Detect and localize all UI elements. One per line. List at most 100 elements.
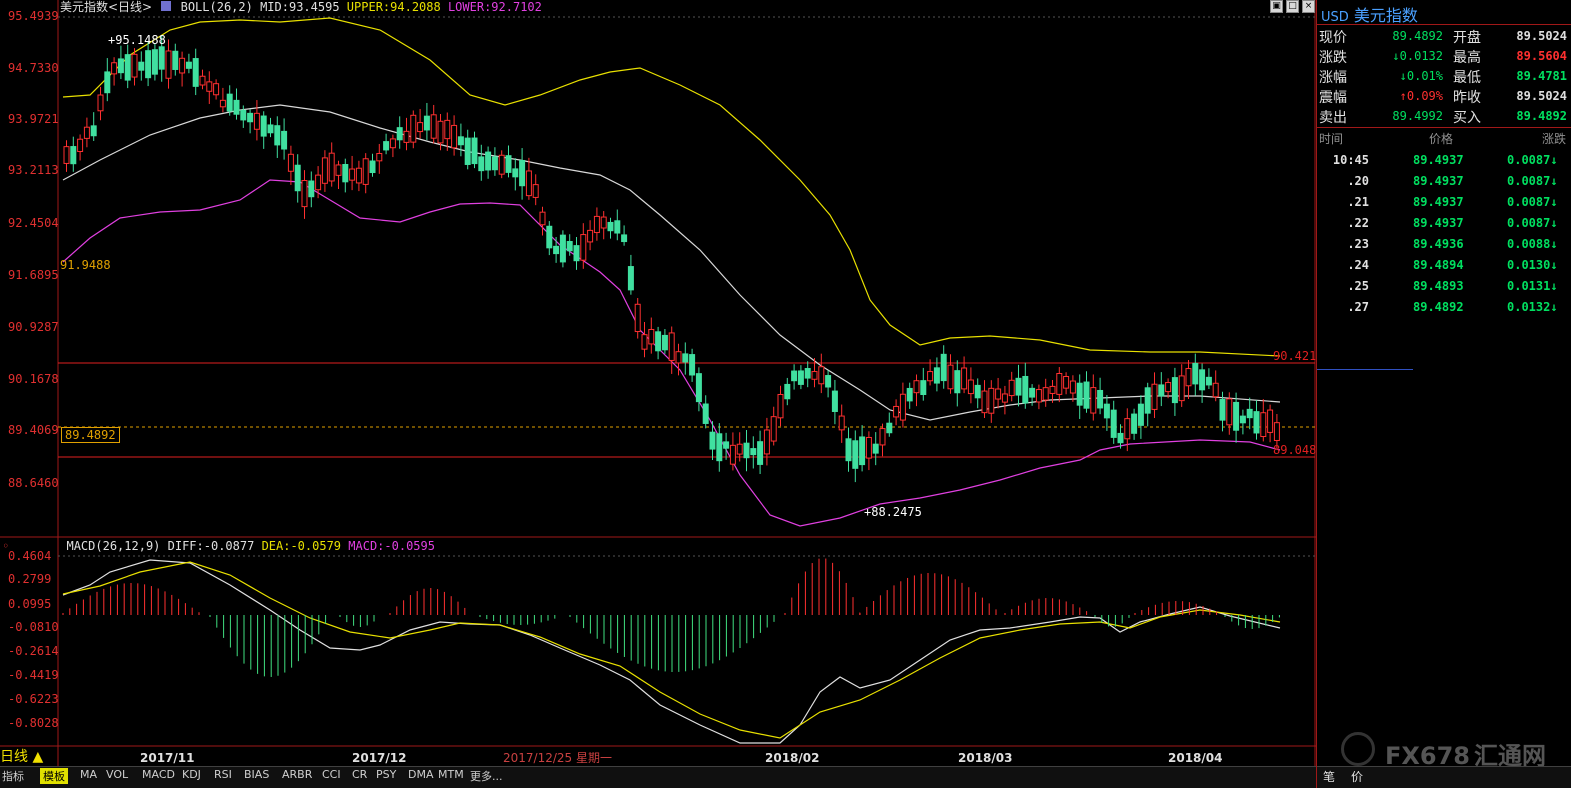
- candle: [1185, 368, 1192, 387]
- candle: [865, 436, 872, 459]
- tick-header-change: 涨跌: [1542, 132, 1567, 146]
- indicator-icon[interactable]: [161, 1, 172, 11]
- candle: [1124, 418, 1131, 440]
- candle: [335, 164, 342, 176]
- period-selector[interactable]: 日线 ▲: [0, 749, 44, 765]
- candle: [641, 334, 648, 350]
- tab-8[interactable]: ARBR: [282, 768, 313, 781]
- candle: [1056, 373, 1063, 395]
- tick-price: 89.4894: [1413, 258, 1464, 272]
- price-tick: 93.9721: [8, 112, 59, 126]
- candle: [124, 54, 131, 81]
- candle: [63, 146, 70, 164]
- candle: [1110, 409, 1117, 438]
- time-tick: 2017/12: [352, 751, 407, 765]
- quote-value: 89.5604: [1516, 49, 1567, 63]
- candle: [655, 331, 662, 352]
- candle: [1042, 387, 1049, 401]
- candle: [593, 215, 600, 234]
- candle: [804, 368, 811, 379]
- candle: [1008, 379, 1015, 397]
- quote-value: ↓0.01%: [1399, 69, 1443, 83]
- tab-12[interactable]: DMA: [408, 768, 434, 781]
- tick-time: .23: [1347, 237, 1369, 251]
- candle: [376, 152, 383, 162]
- candle: [1063, 376, 1070, 389]
- candle: [913, 380, 920, 394]
- tick-time: .20: [1347, 174, 1369, 188]
- restore-icon[interactable]: ▣: [1270, 0, 1283, 13]
- tab-13[interactable]: MTM: [438, 768, 464, 781]
- candle: [1158, 384, 1165, 397]
- price-tick: 92.4504: [8, 216, 59, 230]
- footer-trades-tab[interactable]: 笔: [1323, 770, 1336, 784]
- candle: [410, 114, 417, 143]
- tab-3[interactable]: VOL: [106, 768, 129, 781]
- candle: [1049, 385, 1056, 394]
- macd-tick: -0.2614: [8, 644, 59, 658]
- time-tick: 2018/03: [958, 751, 1013, 765]
- candle: [287, 153, 294, 172]
- macd-value: MACD:-0.0595: [348, 539, 435, 553]
- macd-dea-value: DEA:-0.0579: [261, 539, 342, 553]
- tab-4[interactable]: MACD: [142, 768, 175, 781]
- macd-dot-icon[interactable]: ◦: [2, 539, 10, 553]
- tab-10[interactable]: CR: [352, 768, 368, 781]
- candle: [845, 438, 852, 462]
- candle: [451, 124, 458, 149]
- candle: [621, 234, 628, 243]
- candle: [573, 245, 580, 262]
- macd-header: ◦ MACD(26,12,9) DIFF:-0.0877 DEA:-0.0579…: [2, 539, 435, 553]
- quote-label: 最高: [1453, 50, 1481, 66]
- tick-time: 10:45: [1332, 153, 1369, 167]
- macd-dea-line: [62, 561, 1281, 739]
- macd-tick: -0.0810: [8, 620, 59, 634]
- tab-5[interactable]: KDJ: [182, 768, 201, 781]
- tick-change: 0.0087↓: [1507, 216, 1558, 230]
- candle: [498, 154, 505, 175]
- footer-price-tab[interactable]: 价: [1351, 770, 1364, 784]
- divider: [1317, 369, 1413, 370]
- boll-label[interactable]: BOLL(26,2): [180, 0, 253, 14]
- candlestick-chart[interactable]: [0, 0, 1316, 788]
- candle: [709, 431, 716, 450]
- candle: [172, 50, 179, 70]
- tab-1[interactable]: 模板: [40, 768, 68, 784]
- close-icon[interactable]: ×: [1302, 0, 1315, 13]
- quote-label: 买入: [1453, 110, 1481, 126]
- tab-0[interactable]: 指标: [2, 770, 24, 783]
- tab-6[interactable]: RSI: [214, 768, 232, 781]
- time-tick: 2018/02: [765, 751, 820, 765]
- quote-value: 89.4992: [1392, 109, 1443, 123]
- tick-time: .27: [1347, 300, 1369, 314]
- candle: [539, 211, 546, 226]
- candle: [763, 429, 770, 455]
- price-tick: 91.6895: [8, 268, 59, 282]
- tab-9[interactable]: CCI: [322, 768, 341, 781]
- candle: [457, 136, 464, 146]
- tick-change: 0.0087↓: [1507, 153, 1558, 167]
- tab-14[interactable]: 更多...: [470, 770, 503, 783]
- candle: [811, 371, 818, 380]
- quote-label: 最低: [1453, 70, 1481, 86]
- quote-value: 89.4892: [1516, 109, 1567, 123]
- candle: [1151, 383, 1158, 410]
- candle: [757, 441, 764, 465]
- tab-11[interactable]: PSY: [376, 768, 397, 781]
- maximize-icon[interactable]: □: [1286, 0, 1299, 13]
- lower-band-annotation: 91.9488: [60, 258, 111, 272]
- macd-title[interactable]: MACD(26,12,9): [66, 539, 161, 553]
- tick-change: 0.0088↓: [1507, 237, 1558, 251]
- tab-7[interactable]: BIAS: [244, 768, 270, 781]
- macd-histogram: [62, 558, 1280, 677]
- candle: [668, 332, 675, 361]
- price-tick: 90.1678: [8, 372, 59, 386]
- candle: [1178, 375, 1185, 402]
- candle: [485, 151, 492, 171]
- candle: [967, 379, 974, 395]
- resistance-label: 90.4214: [1273, 349, 1324, 363]
- tab-2[interactable]: MA: [80, 768, 98, 781]
- candle: [1131, 413, 1138, 434]
- candle: [97, 94, 104, 112]
- candle: [879, 428, 886, 446]
